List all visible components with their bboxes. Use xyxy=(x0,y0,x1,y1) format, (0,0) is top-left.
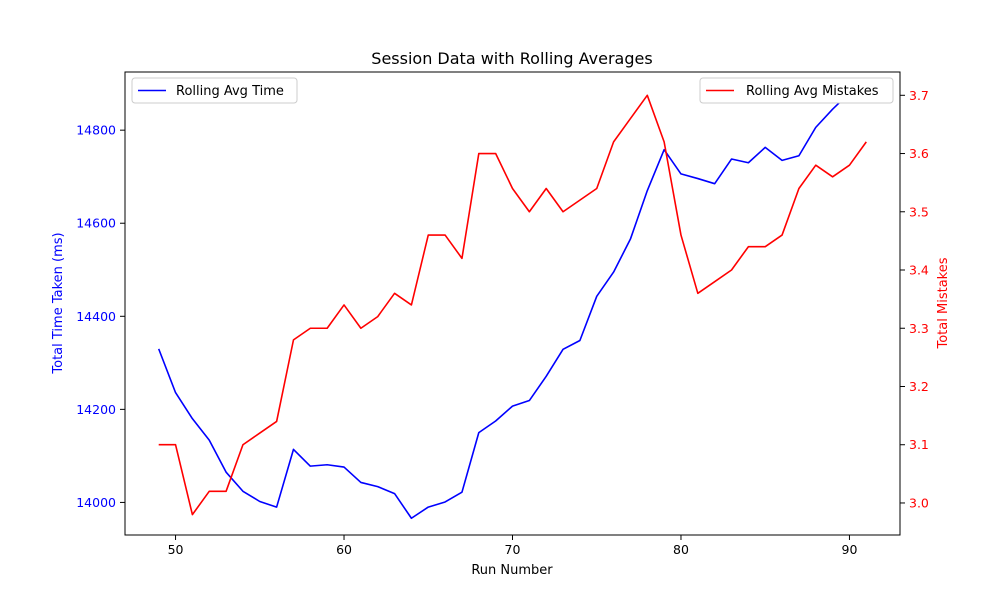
chart-title: Session Data with Rolling Averages xyxy=(371,49,652,68)
x-axis-title: Run Number xyxy=(471,563,553,578)
right-y-tick-label: 3.7 xyxy=(909,88,929,103)
x-axis: 50 60 70 80 90 xyxy=(168,535,858,557)
x-tick-label: 80 xyxy=(673,542,689,557)
legend-left-box xyxy=(131,77,298,104)
left-y-tick-label: 14400 xyxy=(76,309,116,324)
left-y-axis-title: Total Time Taken (ms) xyxy=(51,232,66,374)
series-line-0 xyxy=(157,82,867,520)
x-tick-label: 70 xyxy=(505,542,521,557)
left-y-tick-label: 14000 xyxy=(76,495,116,510)
series-line-1 xyxy=(158,94,867,516)
right-y-tick-label: 3.0 xyxy=(909,495,929,510)
right-y-tick-label: 3.5 xyxy=(909,204,929,219)
right-y-tick-label: 3.3 xyxy=(909,321,929,336)
right-y-axis: 3.0 3.1 3.2 3.3 3.4 3.5 3.6 3.7 xyxy=(900,88,929,510)
legend-right: Rolling Avg Mistakes xyxy=(699,77,894,104)
legend-right-label: Rolling Avg Mistakes xyxy=(746,84,879,99)
left-y-tick-label: 14200 xyxy=(76,402,116,417)
left-y-axis: 14000 14200 14400 14600 14800 xyxy=(76,123,125,510)
legend-left: Rolling Avg Time xyxy=(131,77,298,104)
x-tick-label: 90 xyxy=(842,542,858,557)
plot-area xyxy=(157,82,867,520)
right-y-axis-title: Total Mistakes xyxy=(936,257,951,349)
plot-frame xyxy=(124,71,901,536)
x-tick-label: 60 xyxy=(336,542,352,557)
right-y-tick-label: 3.4 xyxy=(909,263,929,278)
right-y-tick-label: 3.6 xyxy=(909,146,929,161)
left-y-tick-label: 14600 xyxy=(76,216,116,231)
legend-left-label: Rolling Avg Time xyxy=(176,84,284,99)
right-y-tick-label: 3.1 xyxy=(909,437,929,452)
x-tick-label: 50 xyxy=(168,542,184,557)
legend-right-box xyxy=(699,77,894,104)
left-y-tick-label: 14800 xyxy=(76,123,116,138)
right-y-tick-label: 3.2 xyxy=(909,379,929,394)
